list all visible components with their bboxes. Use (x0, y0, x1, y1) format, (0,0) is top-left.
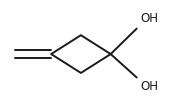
Text: OH: OH (140, 80, 158, 93)
Text: OH: OH (140, 12, 158, 25)
